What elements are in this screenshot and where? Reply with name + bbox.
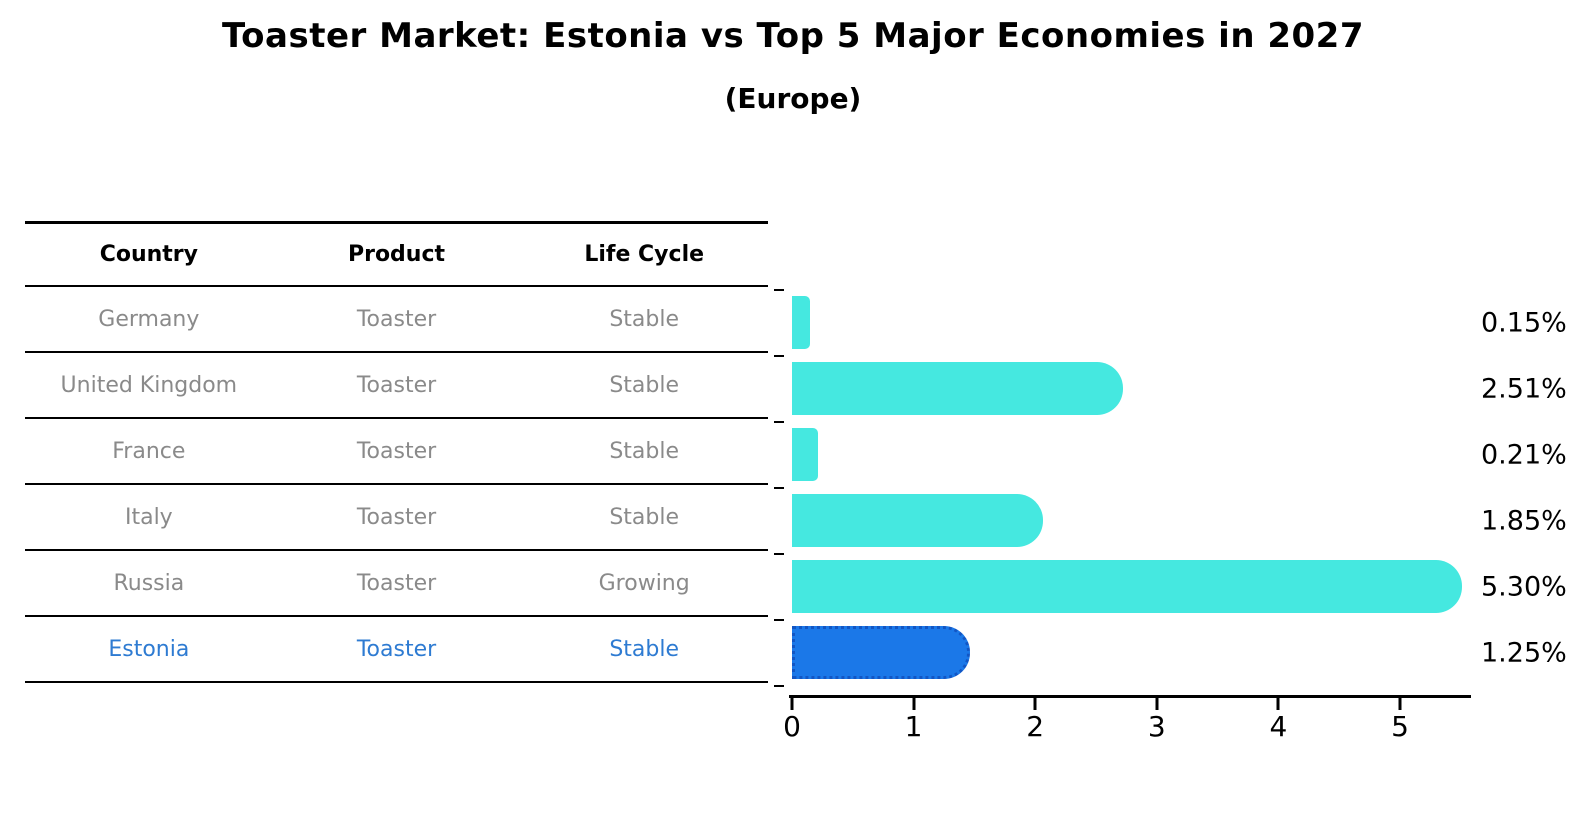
bar-estonia (792, 626, 970, 679)
x-axis-tick (1033, 697, 1037, 710)
bar-value-label-germany: 0.15% (1481, 307, 1567, 338)
row-boundary-mark (774, 685, 784, 687)
bar-value-label-russia: 5.30% (1481, 571, 1567, 602)
row-boundary-mark (774, 421, 784, 423)
x-axis-tick (912, 697, 916, 710)
table-row-italy: Italy Toaster Stable (25, 485, 768, 551)
x-axis-tick-label: 1 (904, 710, 923, 743)
table-row-estonia: Estonia Toaster Stable (25, 617, 768, 683)
bar-france (792, 428, 818, 481)
x-axis-line (789, 695, 1471, 698)
bar-russia (792, 560, 1463, 613)
table-cell-country: France (112, 438, 186, 464)
bar-value-label-france: 0.21% (1481, 439, 1567, 470)
country-table: Country Product Life Cycle Germany Toaste… (25, 221, 768, 683)
table-row-germany: Germany Toaster Stable (25, 287, 768, 353)
table-cell-lifecycle: Stable (609, 306, 680, 332)
x-axis-tick-label: 5 (1391, 710, 1409, 743)
row-boundary-mark (774, 619, 784, 621)
x-axis-tick (1276, 697, 1280, 710)
bar-value-label-estonia: 1.25% (1481, 637, 1567, 668)
table-cell-product: Toaster (356, 438, 437, 464)
table-cell-lifecycle: Stable (609, 372, 680, 398)
row-boundary-mark (774, 289, 784, 291)
x-axis-tick (1398, 697, 1402, 710)
x-axis-tick-label: 3 (1147, 710, 1166, 743)
table-rows: Germany Toaster Stable United Kingdom Toaste… (25, 287, 768, 683)
bar-germany (792, 296, 811, 349)
table-header-row: Country Product Life Cycle (25, 221, 768, 287)
row-boundary-mark (774, 553, 784, 555)
table-header-country: Country (99, 242, 198, 267)
row-boundary-mark (774, 355, 784, 357)
table-cell-product: Toaster (356, 570, 437, 596)
table-cell-product: Toaster (356, 636, 437, 662)
table-cell-product: Toaster (356, 372, 437, 398)
table-cell-lifecycle: Growing (598, 570, 690, 596)
x-axis-tick (790, 697, 794, 710)
table-cell-country: Russia (113, 570, 185, 596)
row-boundary-mark (774, 487, 784, 489)
page-subtitle: (Europe) (724, 82, 862, 115)
table-cell-country: Estonia (108, 636, 190, 662)
x-axis-tick-label: 2 (1026, 710, 1045, 743)
table-cell-lifecycle: Stable (609, 438, 680, 464)
table-row-united-kingdom: United Kingdom Toaster Stable (25, 353, 768, 419)
table-cell-product: Toaster (356, 504, 437, 530)
bar-value-label-united-kingdom: 2.51% (1481, 373, 1567, 404)
table-cell-lifecycle: Stable (609, 504, 680, 530)
table-cell-country: Germany (98, 306, 200, 332)
table-header-lifecycle: Life Cycle (584, 242, 705, 267)
bar-italy (792, 494, 1043, 547)
page-title: Toaster Market: Estonia vs Top 5 Major E… (221, 16, 1364, 56)
bar-value-label-italy: 1.85% (1481, 505, 1567, 536)
table-cell-lifecycle: Stable (609, 636, 680, 662)
x-axis-tick-label: 4 (1269, 710, 1288, 743)
table-row-russia: Russia Toaster Growing (25, 551, 768, 617)
x-axis-tick (1155, 697, 1159, 710)
table-row-france: France Toaster Stable (25, 419, 768, 485)
x-axis-tick-label: 0 (783, 710, 801, 743)
table-cell-country: Italy (124, 504, 173, 530)
bar-united-kingdom (792, 362, 1124, 415)
table-cell-country: United Kingdom (60, 372, 238, 398)
table-cell-product: Toaster (356, 306, 437, 332)
table-header-product: Product (347, 242, 446, 267)
